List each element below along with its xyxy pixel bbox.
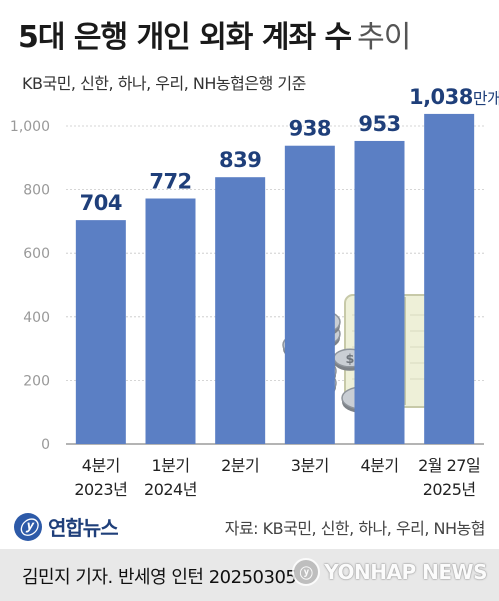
x-tick-label: 2023년 [74, 480, 127, 499]
chart-subtitle: KB국민, 신한, 하나, 우리, NH농협은행 기준 [22, 74, 306, 93]
data-label: 772 [149, 170, 191, 194]
credit-date: 20250305 [208, 567, 297, 588]
data-label: 953 [358, 112, 400, 136]
x-tick-label: 4분기 [360, 456, 398, 475]
title-main: 5대 은행 개인 외화 계좌 수 [18, 20, 352, 55]
watermark: ⓨ YONHAP NEWS [292, 558, 487, 586]
watermark-icon: ⓨ [292, 558, 321, 586]
source-note: 자료: KB국민, 신한, 하나, 우리, NH농협 [224, 519, 486, 538]
bar [354, 140, 405, 445]
bar [145, 198, 196, 444]
y-tick-label: 0 [41, 437, 50, 453]
x-tick-label: 2분기 [221, 456, 259, 475]
logo-text: 연합뉴스 [48, 516, 119, 540]
bar [215, 177, 266, 444]
y-tick-label: 1,000 [10, 119, 50, 135]
data-label: 839 [219, 148, 261, 172]
watermark-text: YONHAP NEWS [324, 560, 487, 584]
logo-icon: ⓨ [14, 512, 42, 541]
dollar-icon: $ [346, 352, 355, 367]
x-tick-label: 2월 27일 [418, 456, 480, 475]
credit-line: 김민지 기자. 반세영 인턴 20250305 [22, 563, 297, 589]
x-tick-label: 1분기 [151, 456, 189, 475]
x-tick-label: 4분기 [82, 456, 120, 475]
title-tail: 추이 [357, 20, 411, 55]
data-label: 704 [80, 191, 122, 215]
credit-names: 김민지 기자. 반세영 인턴 [22, 567, 204, 588]
y-tick-label: 800 [23, 183, 50, 199]
y-tick-label: 400 [23, 310, 50, 326]
data-label-unit: 만개 [473, 89, 499, 108]
bar [284, 145, 335, 444]
data-label: 1,038만개 [409, 85, 499, 109]
x-tick-label: 2024년 [144, 480, 197, 499]
chart-title: 5대 은행 개인 외화 계좌 수 추이 [18, 12, 411, 56]
bar-layer [75, 113, 475, 445]
y-tick-label: 600 [23, 246, 50, 262]
publisher-logo: ⓨ 연합뉴스 [14, 512, 119, 541]
x-tick-label: 3분기 [291, 456, 329, 475]
credit-bar [0, 549, 499, 601]
bar [75, 220, 126, 444]
data-label: 938 [289, 117, 331, 141]
bar [424, 113, 475, 444]
label-layer: 704 4분기 2023년 772 1분기 2024년 839 2분기 938 3분기 953 4분기… [74, 85, 499, 499]
x-tick-label: 2025년 [423, 480, 476, 499]
y-tick-label: 200 [23, 373, 50, 389]
